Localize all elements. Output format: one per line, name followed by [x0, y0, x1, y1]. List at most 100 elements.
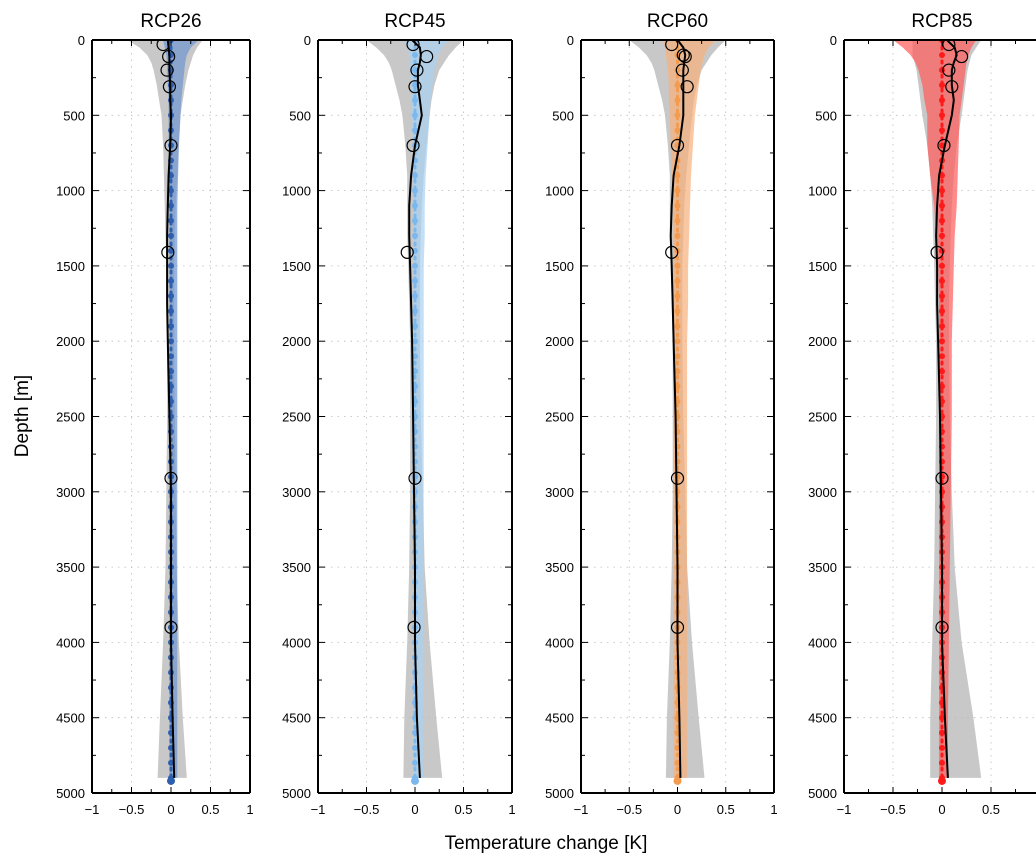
y-tick-label: 2000: [282, 334, 311, 349]
model-mean-point: [412, 97, 418, 104]
model-mean-point: [939, 368, 945, 375]
model-mean-point: [412, 338, 418, 345]
model-mean-point: [674, 368, 681, 375]
observation-marker: [156, 40, 170, 52]
observation-marker: [954, 49, 969, 64]
model-mean-point: [412, 187, 418, 194]
model-mean-point: [168, 759, 174, 766]
observation-marker: [164, 471, 178, 485]
model-mean-point: [939, 172, 945, 179]
model-mean-point: [412, 277, 418, 284]
plot-area: [844, 40, 1036, 793]
model-mean-point: [938, 776, 946, 785]
observation-marker: [945, 80, 959, 94]
model-mean-point: [412, 202, 418, 209]
model-mean-point: [674, 82, 681, 89]
model-mean-point: [939, 759, 945, 766]
y-tick-label: 1500: [545, 259, 574, 274]
model-mean-point: [412, 217, 418, 224]
observation-marker: [942, 63, 956, 77]
model-mean-point: [412, 759, 418, 766]
model-mean-point: [412, 127, 418, 134]
x-tick-label: 0.5: [201, 802, 219, 817]
model-mean-point: [674, 97, 681, 104]
model-mean-point: [673, 776, 682, 785]
panel-1: −1 −0.5 0 0.5 1 0 500 1000 1500 2000 2500 3000 3500 4…: [282, 11, 516, 817]
y-tick-label: 3500: [808, 560, 837, 575]
y-tick-label: 3000: [282, 485, 311, 500]
model-mean-point: [674, 277, 681, 284]
x-tick-label: −0.5: [354, 802, 380, 817]
y-tick-label: 5000: [808, 786, 837, 801]
observation-marker: [670, 138, 685, 153]
y-tick-label: 4500: [56, 711, 85, 726]
model-mean-point: [674, 187, 681, 194]
model-mean-point: [674, 232, 681, 239]
observation-marker: [420, 49, 434, 64]
x-tick-label: −1: [574, 802, 589, 817]
model-mean-point: [939, 308, 945, 315]
observation-marker: [164, 620, 178, 634]
panel-title: RCP85: [911, 11, 972, 32]
plot-area: [581, 40, 774, 793]
model-mean-point: [674, 217, 681, 224]
plot-area: [92, 40, 250, 793]
model-mean-point: [939, 127, 945, 134]
model-mean-point: [168, 217, 174, 224]
model-mean-point: [412, 232, 418, 239]
model-mean-point: [412, 353, 418, 360]
model-mean-point: [939, 232, 945, 239]
model-mean-point: [939, 187, 945, 194]
model-mean-point: [412, 52, 418, 59]
observation-marker: [670, 471, 685, 485]
y-tick-label: 4000: [545, 635, 574, 650]
model-mean-point: [674, 338, 681, 345]
model-mean-point: [168, 202, 174, 209]
y-tick-label: 2500: [282, 410, 311, 425]
panel-title: RCP60: [647, 11, 708, 32]
model-mean-point: [168, 293, 174, 300]
observation-marker: [675, 63, 689, 77]
observation-marker: [408, 80, 422, 94]
y-tick-label: 4000: [56, 635, 85, 650]
panel-0: −1 −0.5 0 0.5 1 0 500 1000 1500 2000 2500 3000 3500 4…: [56, 11, 254, 817]
observation-marker: [665, 245, 679, 259]
model-mean-point: [939, 142, 945, 149]
x-tick-label: −0.5: [119, 802, 145, 817]
y-tick-label: 2000: [545, 334, 574, 349]
y-tick-label: 4500: [282, 711, 311, 726]
model-mean-point: [674, 67, 681, 74]
model-mean-point: [168, 308, 174, 315]
panel-title: RCP26: [140, 11, 201, 32]
observation-marker: [680, 80, 694, 94]
model-mean-point: [939, 262, 945, 269]
model-mean-point: [412, 744, 418, 751]
observation-marker: [161, 245, 175, 259]
model-mean-point: [412, 82, 418, 89]
observation-marker: [408, 471, 422, 485]
y-tick-label: 3500: [56, 560, 85, 575]
model-mean-point: [168, 323, 174, 330]
model-mean-point: [674, 262, 681, 269]
model-mean-point: [674, 323, 681, 330]
model-mean-point: [939, 293, 945, 300]
y-tick-label: 3000: [56, 485, 85, 500]
y-tick-label: 1000: [545, 184, 574, 199]
observation-marker: [406, 138, 420, 153]
observation-marker: [937, 138, 951, 153]
y-tick-label: 5000: [282, 786, 311, 801]
y-tick-label: 1000: [808, 184, 837, 199]
y-tick-label: 2000: [56, 334, 85, 349]
observation-marker: [406, 40, 420, 52]
panels: −1 −0.5 0 0.5 105001000150020002500300035004…: [56, 11, 1036, 817]
x-tick-label: 0: [674, 802, 681, 817]
observation-marker: [670, 620, 685, 634]
x-tick-label: −1: [837, 802, 852, 817]
model-mean-point: [939, 82, 945, 89]
observed-mean-line: [669, 40, 687, 778]
model-mean-point: [674, 308, 681, 315]
y-tick-label: 4500: [545, 711, 574, 726]
model-mean-point: [674, 293, 681, 300]
model-mean-point: [939, 52, 945, 59]
